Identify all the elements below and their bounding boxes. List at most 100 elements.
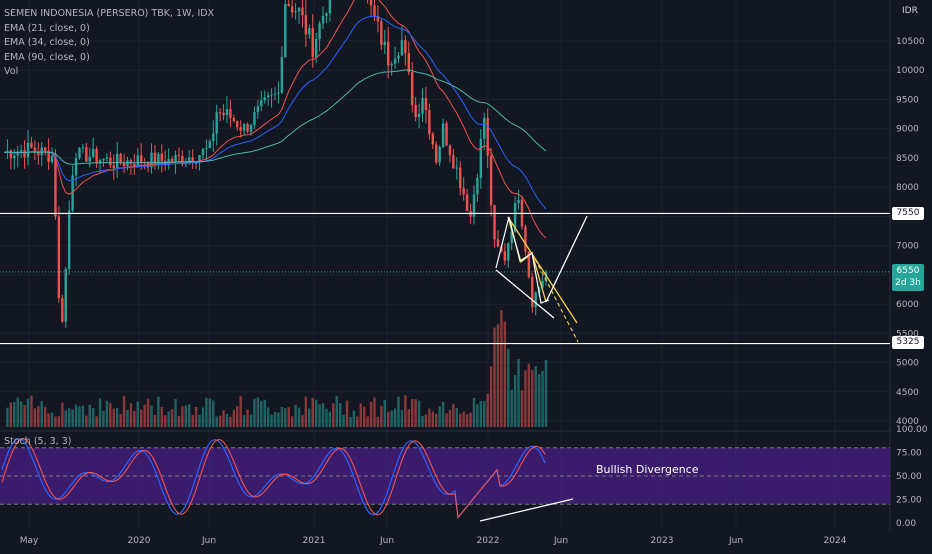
candle-body bbox=[263, 97, 266, 101]
volume-bar bbox=[314, 399, 318, 427]
candle-body bbox=[445, 123, 448, 146]
volume-bar bbox=[472, 397, 476, 427]
candle-body bbox=[280, 56, 284, 93]
candle-body bbox=[57, 216, 61, 299]
candle-body bbox=[74, 157, 78, 176]
wedge-channel-line bbox=[531, 252, 579, 343]
volume-bar bbox=[249, 414, 253, 427]
candle-body bbox=[105, 157, 109, 159]
divergence-line bbox=[479, 498, 574, 522]
stoch-legend[interactable]: Stoch (5, 3, 3) bbox=[4, 436, 72, 447]
volume-bar bbox=[284, 408, 287, 427]
volume-bar bbox=[194, 406, 198, 427]
volume-bar bbox=[13, 402, 16, 427]
volume-bar bbox=[345, 400, 349, 427]
candle-body bbox=[301, 7, 304, 16]
candle-body bbox=[6, 150, 9, 153]
volume-bar bbox=[236, 406, 239, 427]
candle-body bbox=[431, 133, 434, 145]
candle-body bbox=[88, 156, 91, 162]
candle-body bbox=[85, 147, 88, 162]
price-axis-tick: 9000 bbox=[896, 125, 919, 135]
candle-body bbox=[541, 280, 544, 288]
legend-ema34[interactable]: EMA (34, close, 0) bbox=[4, 37, 90, 49]
candle-body bbox=[513, 203, 517, 232]
volume-bar bbox=[116, 407, 119, 427]
volume-bar bbox=[19, 401, 23, 427]
price-axis-tick: 8500 bbox=[896, 154, 919, 164]
volume-bar bbox=[462, 411, 465, 427]
volume-bar bbox=[411, 399, 414, 427]
volume-bar bbox=[109, 403, 112, 427]
wave-path bbox=[495, 216, 550, 304]
candle-body bbox=[47, 150, 50, 163]
candle-body bbox=[61, 298, 64, 322]
legend-ema90[interactable]: EMA (90, close, 0) bbox=[4, 51, 90, 63]
volume-group bbox=[6, 310, 548, 427]
legend-ema21[interactable]: EMA (21, close, 0) bbox=[4, 22, 90, 34]
volume-bar bbox=[74, 404, 78, 427]
volume-bar bbox=[373, 397, 376, 427]
stoch-d-line bbox=[1, 437, 546, 519]
candle-body bbox=[489, 155, 493, 206]
candle-body bbox=[191, 157, 194, 163]
volume-bar bbox=[297, 407, 301, 427]
candle-body bbox=[373, 5, 376, 16]
volume-bar bbox=[483, 401, 486, 427]
volume-bar bbox=[335, 396, 338, 427]
volume-bar bbox=[273, 412, 277, 427]
volume-bar bbox=[496, 324, 500, 427]
candle-body bbox=[181, 155, 184, 165]
chart-legend: SEMEN INDONESIA (PERSERO) TBK, 1W, IDX E… bbox=[4, 7, 214, 80]
time-axis-tick: 2021 bbox=[303, 536, 326, 546]
last-price-value: 6550 bbox=[896, 266, 920, 276]
stoch-axis-tick: 0.00 bbox=[896, 519, 916, 529]
time-axis-tick: 2022 bbox=[477, 536, 500, 546]
candle-body bbox=[9, 150, 13, 159]
volume-bar bbox=[16, 397, 19, 427]
volume-bar bbox=[493, 327, 496, 427]
volume-bar bbox=[40, 401, 43, 427]
volume-bar bbox=[140, 409, 143, 427]
legend-volume[interactable]: Vol bbox=[4, 66, 19, 78]
candle-body bbox=[236, 121, 239, 128]
candle-body bbox=[441, 123, 445, 147]
candle-body bbox=[249, 125, 253, 132]
price-axis-tick: 9500 bbox=[896, 95, 919, 105]
candle-body bbox=[455, 167, 459, 169]
candle-body bbox=[421, 97, 424, 114]
volume-bar bbox=[164, 415, 167, 427]
volume-bar bbox=[417, 400, 421, 427]
volume-bar bbox=[61, 402, 64, 427]
volume-bar bbox=[78, 406, 81, 427]
volume-bar bbox=[122, 395, 126, 427]
volume-bar bbox=[54, 416, 57, 427]
volume-bar bbox=[380, 405, 383, 427]
price-axis-tick: 8000 bbox=[896, 183, 919, 193]
ema21-line bbox=[3, 0, 547, 239]
time-axis-tick: May bbox=[20, 536, 39, 546]
candle-body bbox=[380, 21, 383, 45]
candle-body bbox=[448, 145, 452, 156]
candle-body bbox=[67, 210, 71, 269]
candle-body bbox=[13, 155, 16, 159]
candle-body bbox=[369, 0, 373, 6]
candle-body bbox=[486, 117, 489, 156]
candle-body bbox=[314, 39, 318, 58]
volume-bar bbox=[352, 410, 356, 427]
candle-body bbox=[527, 251, 531, 277]
candle-body bbox=[188, 157, 191, 163]
candle-body bbox=[256, 106, 260, 112]
volume-bar bbox=[91, 408, 95, 427]
candle-body bbox=[201, 148, 205, 156]
candle-body bbox=[194, 162, 198, 164]
volume-bar bbox=[126, 409, 129, 427]
candle-body bbox=[393, 58, 397, 64]
volume-bar bbox=[431, 411, 434, 427]
candle-body bbox=[534, 292, 537, 307]
candle-body bbox=[524, 226, 527, 252]
volume-bar bbox=[239, 396, 242, 427]
candle-body bbox=[98, 160, 102, 164]
